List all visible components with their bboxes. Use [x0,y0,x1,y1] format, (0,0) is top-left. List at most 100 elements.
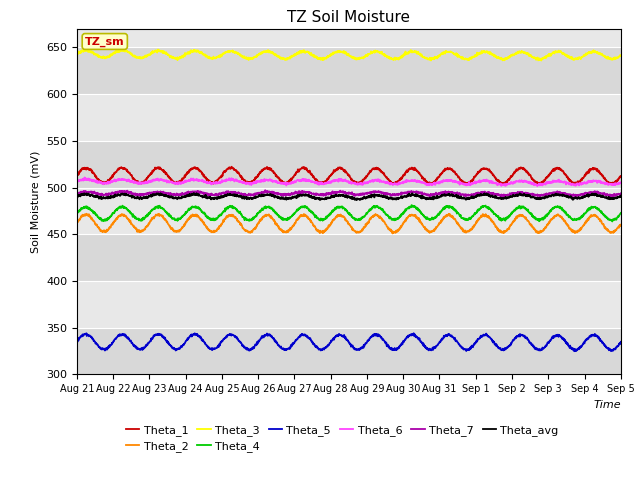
Line: Theta_1: Theta_1 [77,167,621,184]
Theta_7 [295,189,303,195]
Theta_4 [298,204,305,209]
Bar [77,234,621,281]
Theta_6 [295,178,303,184]
Theta_2 [83,211,90,216]
Theta_3 [445,49,452,55]
Theta_3 [118,47,125,52]
Theta_3 [298,48,306,54]
Line: Theta_3: Theta_3 [77,49,621,60]
Theta_6 [104,179,112,184]
Theta_2 [298,212,306,218]
Theta_avg [295,192,303,198]
Bar [77,141,621,188]
Text: TZ_sm: TZ_sm [85,36,125,47]
Line: Theta_6: Theta_6 [77,178,621,186]
Theta_7 [261,187,269,193]
Theta_2 [295,215,303,220]
Theta_5 [617,339,625,345]
Theta_4 [276,215,284,220]
Theta_4 [617,210,625,216]
Theta_7 [104,192,112,197]
Bar [77,48,621,94]
Theta_5 [276,345,284,350]
Theta_1 [228,164,236,169]
Theta_1 [104,177,112,182]
Theta_avg [298,192,306,198]
Bar [77,281,621,328]
Theta_2 [104,227,112,233]
Theta_1 [534,181,542,187]
Theta_avg [445,192,452,198]
Theta_7 [445,189,452,194]
Theta_7 [73,190,81,196]
Theta_3 [617,52,625,58]
Theta_3 [276,56,284,62]
Theta_1 [445,166,452,172]
Theta_avg [104,194,112,200]
Theta_3 [73,52,81,58]
Theta_6 [276,180,284,186]
Line: Theta_4: Theta_4 [77,205,621,221]
Theta_1 [617,174,625,180]
Theta_avg [189,192,196,197]
Theta_avg [617,193,625,199]
Theta_4 [445,204,452,209]
Theta_1 [189,166,196,171]
Line: Theta_avg: Theta_avg [77,193,621,200]
Theta_7 [617,191,625,196]
Theta_2 [388,230,396,236]
Theta_5 [295,334,303,340]
Theta_1 [73,173,81,179]
Bar [77,188,621,234]
Title: TZ Soil Moisture: TZ Soil Moisture [287,10,410,25]
Line: Theta_7: Theta_7 [77,190,621,196]
Line: Theta_2: Theta_2 [77,214,621,233]
Theta_1 [295,167,303,172]
Theta_5 [104,344,112,350]
Theta_4 [295,205,303,211]
X-axis label: Time: Time [593,400,621,409]
Line: Theta_5: Theta_5 [77,333,621,351]
Theta_5 [410,330,417,336]
Theta_2 [73,220,81,226]
Theta_7 [497,193,505,199]
Theta_3 [189,48,197,54]
Theta_5 [298,332,305,337]
Theta_avg [193,191,200,196]
Theta_avg [276,196,284,202]
Theta_6 [73,177,81,183]
Y-axis label: Soil Moisture (mV): Soil Moisture (mV) [30,150,40,253]
Theta_1 [276,178,284,183]
Theta_4 [73,211,81,216]
Theta_3 [104,53,112,59]
Theta_2 [445,211,452,216]
Theta_6 [534,183,541,189]
Theta_2 [276,227,284,233]
Theta_4 [104,215,112,221]
Theta_4 [189,204,196,210]
Theta_1 [298,166,306,171]
Theta_6 [189,176,197,181]
Theta_2 [189,212,197,218]
Theta_4 [609,218,616,224]
Theta_6 [298,178,306,184]
Theta_6 [445,178,452,184]
Theta_5 [445,332,452,338]
Theta_2 [617,222,625,228]
Theta_avg [73,194,81,200]
Theta_avg [353,197,360,203]
Theta_6 [617,180,625,185]
Theta_5 [73,339,81,345]
Theta_5 [189,331,196,337]
Theta_6 [81,175,88,180]
Theta_4 [408,202,415,208]
Theta_5 [571,348,579,354]
Theta_3 [295,49,303,55]
Bar [77,94,621,141]
Legend: Theta_1, Theta_2, Theta_3, Theta_4, Theta_5, Theta_6, Theta_7, Theta_avg: Theta_1, Theta_2, Theta_3, Theta_4, Thet… [126,425,559,452]
Theta_7 [276,191,284,197]
Bar [77,328,621,374]
Theta_7 [298,189,306,195]
Theta_3 [538,58,545,63]
Theta_7 [189,188,196,194]
